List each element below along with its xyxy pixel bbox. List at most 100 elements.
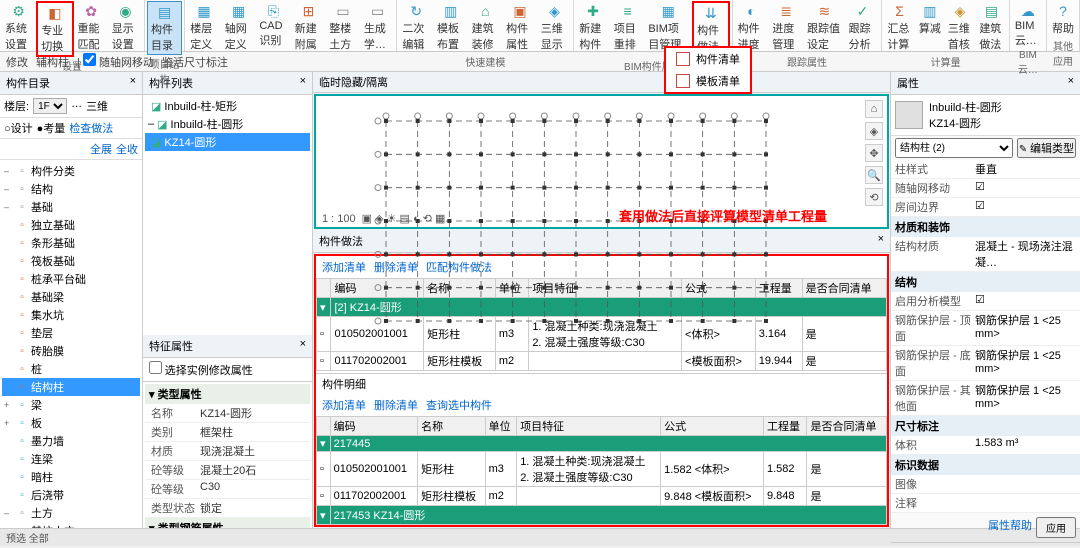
sel-instance-check[interactable] (149, 361, 162, 374)
ribbon-建筑装修[interactable]: ⌂建筑装修 (469, 1, 503, 53)
pan-icon[interactable]: ✥ (865, 144, 883, 162)
floor-select[interactable]: 1F (33, 98, 67, 114)
ribbon-三维首核[interactable]: ◈三维首核 (945, 1, 975, 53)
home-icon[interactable]: ⌂ (865, 100, 883, 118)
ribbon-项目重排[interactable]: ≡项目重排 (611, 1, 645, 57)
ribbon-CAD识别[interactable]: ⎘CAD识别 (256, 1, 290, 53)
edit-type-button[interactable]: ✎ 编辑类型 (1017, 138, 1076, 158)
tree-桩承平台础[interactable]: ▫桩承平台础 (2, 270, 140, 288)
component-catalog-pane: 构件目录× 楼层: 1F … 三维 ○设计 ●考量 检查做法 全展全收 –▫构件… (0, 72, 143, 528)
ribbon-进度管理[interactable]: ≣进度管理 (769, 1, 803, 53)
tree-后浇带[interactable]: ▫后浇带 (2, 486, 140, 504)
tab-添加清单[interactable]: 添加清单 (322, 397, 366, 413)
ribbon-构件目录[interactable]: ▤构件目录 (147, 1, 182, 55)
ribbon-楼层定义[interactable]: ▦楼层定义 (187, 1, 221, 53)
type-selector[interactable]: 结构柱 (2) (895, 138, 1013, 158)
view3d-label[interactable]: 三维 (86, 98, 108, 114)
ribbon-跟踪值设定[interactable]: ≋跟踪值设定 (804, 1, 845, 53)
tree-连梁[interactable]: ▫连梁 (2, 450, 140, 468)
menu-模板清单[interactable]: 模板清单 (666, 70, 750, 92)
tree-基坑土方[interactable]: ▫基坑土方 (2, 522, 140, 528)
tree-基础梁[interactable]: ▫基础梁 (2, 288, 140, 306)
project-browser: 项目浏览器 - 办公楼案例_08工BIM.rvt – 视图 (全部)+ 结构平面… (891, 542, 1080, 543)
tree-集水坑[interactable]: ▫集水坑 (2, 306, 140, 324)
tab-查询选中构件[interactable]: 查询选中构件 (426, 397, 492, 413)
annotation-text: 套用做法后直接评算模型清单工程量 (619, 206, 827, 225)
ribbon-模板布置[interactable]: ▥模板布置 (434, 1, 468, 53)
plan-canvas[interactable]: ⌂ ◈ ✥ 🔍 ⟲ 1 : 100 ▣ ◈ ☀ ▤ ◐ ⟲ ▦ 套用做法后直接评… (314, 94, 889, 229)
design-radio[interactable]: 设计 (11, 123, 33, 135)
orbit-icon[interactable]: ⟲ (865, 188, 883, 206)
ribbon-建筑做法[interactable]: ▤建筑做法 (976, 1, 1006, 53)
ribbon-新建附属[interactable]: ⊞新建附属 (292, 1, 326, 53)
detail-label: 构件明细 (316, 373, 887, 394)
item-Inbuild-柱-矩形[interactable]: ◪Inbuild-柱-矩形 (145, 97, 310, 115)
ribbon-汇总计算[interactable]: Σ汇总计算 (884, 1, 914, 53)
ribbon-轴网定义[interactable]: ▦轴网定义 (222, 1, 256, 53)
ribbon-跟踪分析[interactable]: ✓跟踪分析 (846, 1, 880, 53)
tree-板[interactable]: +▫板 (2, 414, 140, 432)
qty-title: 构件做法 (319, 233, 363, 249)
component-list-pane: 构件列表× ◪Inbuild-柱-矩形–◪Inbuild-柱-圆形 ◪KZ14-… (143, 72, 313, 528)
ribbon-二次编辑[interactable]: ↻二次编辑 (399, 1, 433, 53)
revit-props-grid: 柱样式垂直随轴网移动☑房间边界☑材质和装饰结构材质混凝土 - 现场浇注混凝…结构… (891, 160, 1080, 513)
apply-button[interactable]: 应用 (1036, 517, 1076, 538)
close-icon[interactable]: × (878, 233, 884, 249)
item-Inbuild-柱-圆形[interactable]: –◪Inbuild-柱-圆形 (145, 115, 310, 133)
type-thumbnail-icon (895, 101, 923, 129)
ribbon-整楼土方[interactable]: ▭整楼土方 (326, 1, 360, 53)
item-KZ14-圆形[interactable]: ◪KZ14-圆形 (145, 133, 310, 151)
detail-tabs: 添加清单删除清单查询选中构件 (316, 394, 887, 416)
tree-构件分类[interactable]: –▫构件分类 (2, 162, 140, 180)
method-dropdown-menu: 构件清单模板清单 (664, 46, 752, 94)
tree-墨力墙[interactable]: ▫墨力墙 (2, 432, 140, 450)
cube-icon[interactable]: ◈ (865, 122, 883, 140)
type-name: KZ14-圆形 (929, 115, 1002, 131)
close-icon[interactable]: × (300, 75, 306, 91)
tree-土方[interactable]: –▫土方 (2, 504, 140, 522)
qty-radio[interactable]: 考量 (43, 123, 65, 135)
ribbon-BIM云…[interactable]: ☁BIM云… (1012, 1, 1044, 49)
view-tools: ⌂ ◈ ✥ 🔍 ⟲ (865, 100, 883, 206)
grid-plan (366, 111, 786, 341)
rprops-title: 属性 (897, 75, 919, 91)
tree-独立基础[interactable]: ▫独立基础 (2, 216, 140, 234)
tree-砖胎膜[interactable]: ▫砖胎膜 (2, 342, 140, 360)
tab-添加清单[interactable]: 添加清单 (322, 259, 366, 275)
close-icon[interactable]: × (1068, 75, 1074, 91)
canvas-title: 临时隐藏/隔离 (319, 77, 388, 89)
component-tree: ◪Inbuild-柱-矩形–◪Inbuild-柱-圆形 ◪KZ14-圆形 (143, 95, 312, 335)
collapse-all[interactable]: 全收 (116, 141, 138, 157)
ribbon-生成学…[interactable]: ▭生成学… (361, 1, 395, 53)
type-family: Inbuild-柱-圆形 (929, 99, 1002, 115)
menu-构件清单[interactable]: 构件清单 (666, 48, 750, 70)
zoom-icon[interactable]: 🔍 (865, 166, 883, 184)
scale-label[interactable]: 1 : 100 (322, 213, 356, 225)
close-icon[interactable]: × (300, 338, 306, 354)
ribbon-三维显示[interactable]: ◈三维显示 (538, 1, 572, 53)
tree-基础[interactable]: –▫基础 (2, 198, 140, 216)
ribbon-专业切换[interactable]: ◧专业切换 (36, 1, 73, 57)
tree-桩[interactable]: ▫桩 (2, 360, 140, 378)
check-method-link[interactable]: 检查做法 (69, 120, 113, 136)
close-icon[interactable]: × (130, 75, 136, 91)
tree-垫层[interactable]: ▫垫层 (2, 324, 140, 342)
ribbon-新建构件[interactable]: ✚新建构件 (576, 1, 610, 57)
ribbon-系统设置[interactable]: ⚙系统设置 (2, 1, 35, 57)
expand-all[interactable]: 全展 (90, 141, 112, 157)
tab-删除清单[interactable]: 删除清单 (374, 397, 418, 413)
sel-instance-label: 选择实例修改属性 (165, 365, 253, 377)
tree-筏板基础[interactable]: ▫筏板基础 (2, 252, 140, 270)
props-help-link[interactable]: 属性帮助 (988, 517, 1032, 538)
tree-结构柱[interactable]: ▫结构柱 (2, 378, 140, 396)
ribbon-帮助[interactable]: ?帮助 (1049, 1, 1077, 37)
props-grid: ▾ 类型属性名称KZ14-圆形类别框架柱材质现浇混凝土砼等级混凝土20石砼等级C… (143, 381, 312, 528)
tree-梁[interactable]: +▫梁 (2, 396, 140, 414)
ribbon-构件属性[interactable]: ▣构件属性 (503, 1, 537, 53)
ribbon-显示设置[interactable]: ◉显示设置 (109, 1, 142, 57)
tree-暗柱[interactable]: ▫暗柱 (2, 468, 140, 486)
ribbon-重能匹配[interactable]: ✿重能匹配 (75, 1, 108, 57)
tree-结构[interactable]: –▫结构 (2, 180, 140, 198)
ribbon-算减[interactable]: ▥算减 (916, 1, 944, 53)
tree-条形基础[interactable]: ▫条形基础 (2, 234, 140, 252)
